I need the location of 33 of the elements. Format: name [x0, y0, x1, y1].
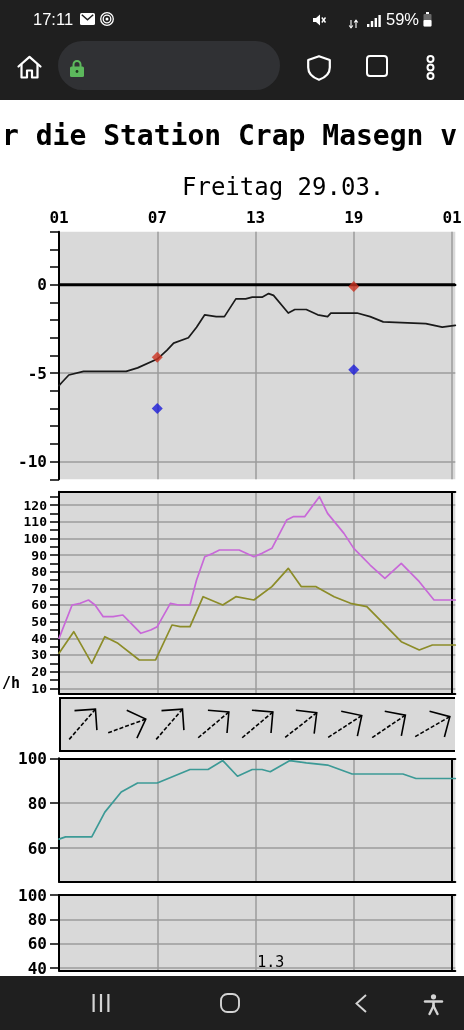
y-tick-label: 60 — [31, 597, 48, 613]
y-tick-label: 80 — [27, 909, 47, 929]
y-axis-title: /h — [2, 673, 21, 692]
y-tick-label: 120 — [23, 497, 48, 513]
y-tick-label: 60 — [27, 934, 47, 954]
x-tick-label: 01 — [442, 208, 462, 228]
y-tick-label: -10 — [18, 452, 47, 472]
y-tick-label: 110 — [23, 514, 48, 530]
y-tick-label: 40 — [31, 630, 48, 646]
y-tick-label: 50 — [31, 614, 48, 630]
text: 59% — [385, 10, 419, 29]
y-tick-label: 80 — [31, 564, 48, 580]
y-tick-label: 0 — [37, 275, 47, 295]
text: 17:11 — [33, 10, 74, 29]
x-tick-label: 19 — [344, 208, 364, 228]
chart-title: r die Station Crap Masegn v — [2, 118, 458, 152]
y-tick-label: 100 — [18, 885, 47, 905]
x-tick-label: 01 — [49, 208, 69, 228]
y-tick-label: 40 — [27, 958, 47, 978]
y-tick-label: 70 — [31, 580, 48, 596]
y-tick-label: 10 — [31, 680, 48, 696]
y-tick-label: 80 — [27, 793, 47, 813]
y-tick-label: 90 — [31, 547, 48, 563]
y-tick-label: 60 — [27, 838, 47, 858]
y-tick-label: 100 — [23, 530, 48, 546]
y-tick-label: 20 — [31, 664, 48, 680]
y-tick-label: -5 — [27, 363, 47, 383]
annotation: 1.3 — [257, 953, 285, 972]
x-tick-label: 13 — [245, 208, 266, 228]
chart-subtitle: Freitag 29.03. — [182, 173, 385, 201]
y-tick-label: 30 — [31, 647, 48, 663]
y-tick-label: 100 — [18, 748, 47, 768]
x-tick-label: 07 — [147, 208, 167, 228]
